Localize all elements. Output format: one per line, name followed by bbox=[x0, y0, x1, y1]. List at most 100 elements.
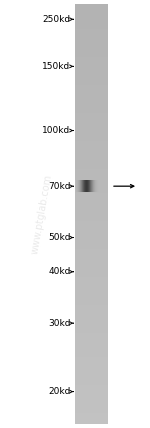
Bar bbox=[75, 238, 108, 242]
Bar bbox=[75, 123, 108, 127]
Text: 50kd: 50kd bbox=[48, 233, 70, 242]
Bar bbox=[75, 60, 108, 64]
Bar bbox=[75, 57, 108, 60]
Bar bbox=[75, 134, 108, 137]
Bar bbox=[75, 119, 108, 123]
Bar bbox=[75, 53, 108, 57]
Bar bbox=[75, 284, 108, 288]
Bar bbox=[75, 148, 108, 151]
Bar bbox=[75, 399, 108, 403]
Bar bbox=[75, 78, 108, 81]
Bar bbox=[75, 259, 108, 263]
Bar bbox=[75, 280, 108, 284]
Bar bbox=[75, 294, 108, 298]
Bar bbox=[75, 389, 108, 392]
Bar bbox=[75, 364, 108, 368]
Bar bbox=[75, 263, 108, 266]
Bar bbox=[75, 315, 108, 319]
Bar bbox=[75, 4, 108, 8]
Text: 20kd: 20kd bbox=[48, 387, 70, 396]
Bar bbox=[75, 378, 108, 382]
Bar bbox=[75, 417, 108, 420]
Bar bbox=[75, 161, 108, 165]
Bar bbox=[75, 242, 108, 246]
Bar bbox=[75, 155, 108, 158]
Text: 70kd: 70kd bbox=[48, 181, 70, 191]
Bar bbox=[75, 102, 108, 106]
Bar bbox=[75, 291, 108, 294]
Bar bbox=[75, 217, 108, 221]
Bar bbox=[75, 22, 108, 25]
Bar bbox=[75, 221, 108, 225]
Bar bbox=[75, 361, 108, 364]
Bar bbox=[75, 141, 108, 144]
Bar bbox=[75, 15, 108, 18]
Bar bbox=[75, 413, 108, 417]
Bar bbox=[75, 204, 108, 207]
Bar bbox=[75, 319, 108, 322]
Bar bbox=[75, 305, 108, 308]
Bar bbox=[75, 8, 108, 11]
Bar bbox=[75, 253, 108, 256]
Bar bbox=[75, 116, 108, 119]
Text: 250kd: 250kd bbox=[42, 15, 70, 24]
Bar bbox=[75, 368, 108, 372]
Bar bbox=[75, 36, 108, 39]
Bar bbox=[75, 196, 108, 200]
Bar bbox=[75, 375, 108, 378]
Bar bbox=[75, 308, 108, 312]
Bar bbox=[75, 71, 108, 74]
Bar bbox=[75, 85, 108, 88]
Bar bbox=[75, 50, 108, 53]
Bar bbox=[75, 11, 108, 15]
Bar bbox=[75, 301, 108, 305]
Bar bbox=[75, 144, 108, 148]
Bar bbox=[75, 98, 108, 102]
Bar bbox=[75, 396, 108, 399]
Bar bbox=[75, 130, 108, 134]
Bar bbox=[75, 186, 108, 190]
Bar bbox=[75, 18, 108, 22]
Bar bbox=[75, 92, 108, 95]
Bar bbox=[75, 277, 108, 280]
Text: 40kd: 40kd bbox=[48, 267, 70, 276]
Bar bbox=[75, 357, 108, 361]
Bar bbox=[75, 333, 108, 336]
Bar bbox=[75, 207, 108, 211]
Bar bbox=[75, 354, 108, 357]
Bar bbox=[75, 190, 108, 193]
Bar bbox=[75, 382, 108, 385]
Bar bbox=[75, 266, 108, 270]
Bar bbox=[75, 179, 108, 183]
Bar bbox=[75, 158, 108, 162]
Bar bbox=[75, 225, 108, 228]
Bar bbox=[75, 183, 108, 186]
Bar bbox=[75, 256, 108, 259]
Text: 100kd: 100kd bbox=[42, 126, 70, 135]
Bar bbox=[75, 25, 108, 29]
Bar bbox=[75, 288, 108, 291]
Bar bbox=[75, 67, 108, 71]
Bar bbox=[75, 74, 108, 78]
Bar bbox=[75, 113, 108, 116]
Bar bbox=[75, 235, 108, 238]
Bar bbox=[75, 350, 108, 354]
Bar bbox=[75, 330, 108, 333]
Bar bbox=[75, 340, 108, 343]
Bar bbox=[75, 385, 108, 389]
Bar bbox=[75, 211, 108, 214]
Bar bbox=[75, 43, 108, 46]
Bar bbox=[75, 347, 108, 350]
Bar bbox=[75, 298, 108, 301]
Bar bbox=[75, 410, 108, 413]
Bar bbox=[75, 326, 108, 330]
Bar bbox=[75, 228, 108, 232]
Bar bbox=[75, 312, 108, 315]
Bar bbox=[75, 137, 108, 141]
Text: 150kd: 150kd bbox=[42, 62, 70, 71]
Bar bbox=[75, 106, 108, 109]
Text: www.ptglab.com: www.ptglab.com bbox=[30, 173, 54, 255]
Bar bbox=[75, 32, 108, 36]
Bar bbox=[75, 336, 108, 340]
Bar bbox=[75, 165, 108, 169]
